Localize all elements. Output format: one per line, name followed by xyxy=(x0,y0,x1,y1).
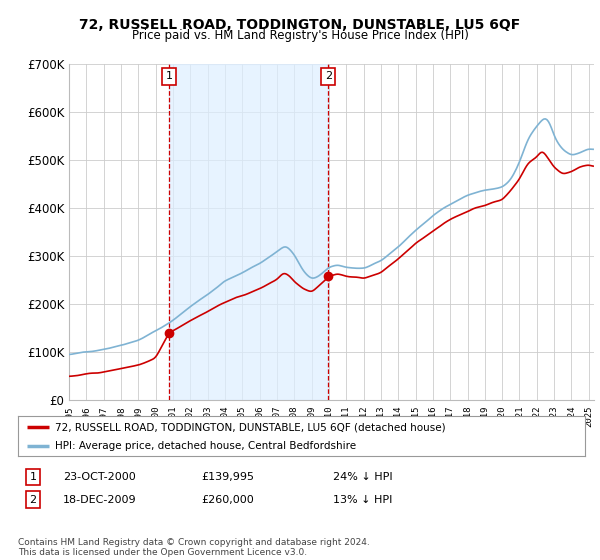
Text: 1: 1 xyxy=(166,71,173,81)
Text: 72, RUSSELL ROAD, TODDINGTON, DUNSTABLE, LU5 6QF: 72, RUSSELL ROAD, TODDINGTON, DUNSTABLE,… xyxy=(79,18,521,32)
Text: 1: 1 xyxy=(29,472,37,482)
Text: Contains HM Land Registry data © Crown copyright and database right 2024.
This d: Contains HM Land Registry data © Crown c… xyxy=(18,538,370,557)
Text: 18-DEC-2009: 18-DEC-2009 xyxy=(63,494,137,505)
Text: 13% ↓ HPI: 13% ↓ HPI xyxy=(333,494,392,505)
Text: 2: 2 xyxy=(29,494,37,505)
Text: 24% ↓ HPI: 24% ↓ HPI xyxy=(333,472,392,482)
Text: Price paid vs. HM Land Registry's House Price Index (HPI): Price paid vs. HM Land Registry's House … xyxy=(131,29,469,42)
Text: £260,000: £260,000 xyxy=(201,494,254,505)
Text: 72, RUSSELL ROAD, TODDINGTON, DUNSTABLE, LU5 6QF (detached house): 72, RUSSELL ROAD, TODDINGTON, DUNSTABLE,… xyxy=(55,422,445,432)
Text: 23-OCT-2000: 23-OCT-2000 xyxy=(63,472,136,482)
Text: HPI: Average price, detached house, Central Bedfordshire: HPI: Average price, detached house, Cent… xyxy=(55,441,356,451)
Text: £139,995: £139,995 xyxy=(201,472,254,482)
Bar xyxy=(169,64,328,400)
Text: 2: 2 xyxy=(325,71,332,81)
